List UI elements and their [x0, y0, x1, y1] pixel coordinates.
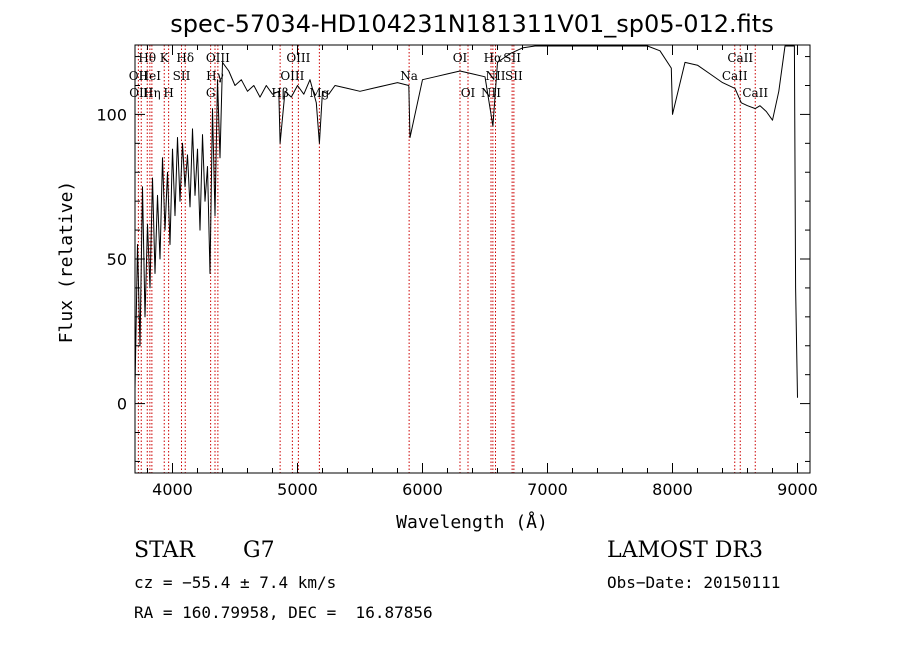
- marker-label: CaII: [722, 69, 748, 83]
- marker-label: OIII: [286, 51, 310, 65]
- x-axis-ticks: 4000 5000 6000 7000 8000 9000: [147, 45, 818, 499]
- marker-label: OI: [461, 86, 476, 100]
- object-subclass: G7: [243, 538, 275, 563]
- marker-label: CaII: [727, 51, 753, 65]
- marker-label: SII: [173, 69, 191, 83]
- redshift-velocity: cz = −55.4 ± 7.4 km/s: [134, 573, 337, 592]
- object-class: STAR: [134, 538, 195, 563]
- ra-dec: RA = 160.79958, DEC = 16.87856: [134, 603, 433, 622]
- marker-label: NII: [481, 86, 501, 100]
- x-tick-label: 7000: [527, 480, 568, 499]
- marker-label: G: [206, 86, 216, 100]
- marker-label: Hα: [484, 51, 503, 65]
- x-tick-label: 8000: [652, 480, 693, 499]
- y-tick-label: 0: [117, 395, 127, 414]
- line-markers: [137, 45, 756, 473]
- marker-label: Hδ: [176, 51, 194, 65]
- x-tick-label: 6000: [402, 480, 443, 499]
- marker-label: HeI: [139, 69, 162, 83]
- series-line: [134, 45, 798, 398]
- marker-label: Hη: [143, 86, 161, 100]
- marker-label: OI: [453, 51, 468, 65]
- marker-label: SII: [503, 51, 521, 65]
- y-axis-ticks: 0 50 100: [96, 56, 810, 462]
- x-tick-label: 9000: [777, 480, 818, 499]
- marker-label: Hθ: [138, 51, 156, 65]
- y-axis-label: Flux (relative): [56, 181, 77, 344]
- marker-label: SII: [505, 69, 523, 83]
- survey-name: LAMOST DR3: [607, 538, 763, 563]
- marker-label: Na: [400, 69, 418, 83]
- y-tick-label: 100: [96, 105, 127, 124]
- marker-label: K: [160, 51, 170, 65]
- plot-frame: [134, 44, 811, 474]
- x-tick-label: 4000: [152, 480, 193, 499]
- series-group: [134, 45, 798, 398]
- marker-label: CaII: [742, 86, 768, 100]
- observation-date: Obs−Date: 20150111: [607, 573, 781, 592]
- x-axis-label: Wavelength (Å): [396, 511, 548, 533]
- marker-label: OIII: [206, 51, 230, 65]
- marker-label: OII: [129, 69, 149, 83]
- marker-label: H: [163, 86, 173, 100]
- x-tick-label: 5000: [277, 480, 318, 499]
- marker-label: OIII: [280, 69, 304, 83]
- chart-title: spec-57034-HD104231N181311V01_sp05-012.f…: [170, 10, 773, 38]
- marker-label: NII: [486, 69, 506, 83]
- marker-label: Hγ: [206, 69, 224, 83]
- y-tick-label: 50: [107, 250, 127, 269]
